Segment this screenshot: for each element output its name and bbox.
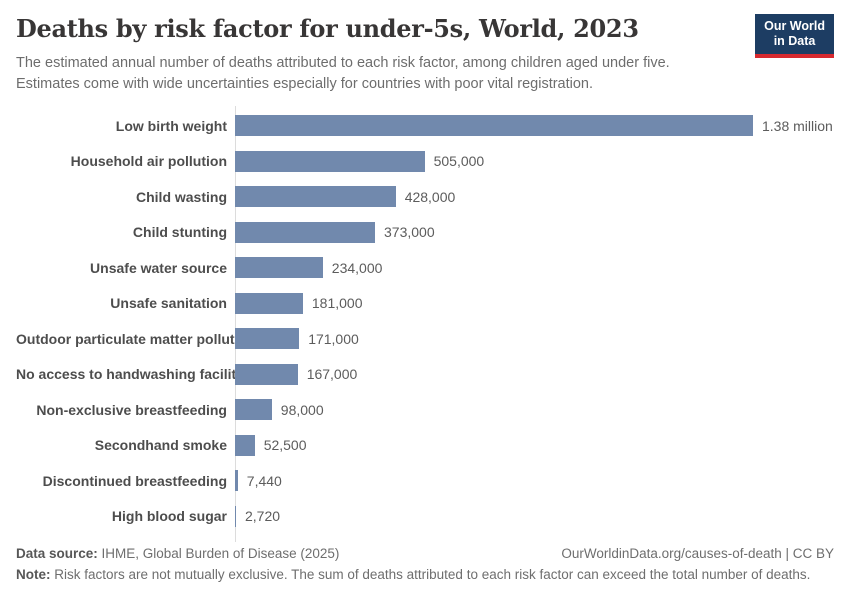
value-label: 52,500 — [263, 437, 307, 454]
footer-source-row: Data source: IHME, Global Burden of Dise… — [16, 543, 834, 565]
value-label: 505,000 — [433, 153, 485, 170]
category-label: High blood sugar — [111, 508, 227, 525]
value-label: 171,000 — [308, 330, 359, 347]
value-label: 7,440 — [246, 472, 282, 489]
bar-track: 505,000 — [235, 150, 834, 172]
category-label: Non-exclusive breastfeeding — [36, 401, 227, 418]
category-label: Household air pollution — [70, 153, 227, 170]
bar-track: 171,000 — [235, 328, 834, 350]
bar[interactable] — [235, 257, 323, 279]
bar[interactable] — [235, 363, 298, 385]
subtitle-line-1: The estimated annual number of deaths at… — [16, 55, 670, 71]
owid-logo-line-1: Our World — [764, 19, 825, 33]
category-label: Secondhand smoke — [94, 437, 227, 454]
bar[interactable] — [235, 399, 272, 421]
category-label: No access to handwashing facility — [16, 366, 244, 383]
chart-row: Discontinued breastfeeding 7,440 — [16, 463, 834, 499]
bar-track: 167,000 — [235, 363, 834, 385]
value-label: 373,000 — [384, 224, 435, 241]
bar-chart: Low birth weight 1.38 million Household … — [16, 106, 834, 543]
owid-logo[interactable]: Our World in Data — [755, 14, 834, 58]
chart-row: No access to handwashing facility 167,00… — [16, 357, 834, 393]
value-label: 98,000 — [280, 401, 324, 418]
category-label: Unsafe sanitation — [110, 295, 227, 312]
value-label: 167,000 — [306, 366, 358, 383]
y-axis-line — [235, 106, 236, 543]
footer-note: Note: Risk factors are not mutually excl… — [16, 564, 834, 586]
category-label: Unsafe water source — [90, 259, 227, 276]
bar[interactable] — [235, 186, 396, 208]
bar[interactable] — [235, 115, 753, 137]
chart-row: Non-exclusive breastfeeding 98,000 — [16, 392, 834, 428]
chart-row: Unsafe sanitation 181,000 — [16, 286, 834, 322]
bar-track: 7,440 — [235, 470, 834, 492]
chart-row: Secondhand smoke 52,500 — [16, 428, 834, 464]
chart-row: Child wasting 428,000 — [16, 179, 834, 215]
chart-row: Household air pollution 505,000 — [16, 144, 834, 180]
note-text: Risk factors are not mutually exclusive.… — [50, 567, 811, 583]
note-label: Note: — [16, 567, 51, 583]
chart-row: High blood sugar 2,720 — [16, 499, 834, 535]
data-source-label: Data source: — [16, 545, 98, 561]
chart-row: Low birth weight 1.38 million — [16, 108, 834, 144]
bar[interactable] — [235, 150, 425, 172]
chart-row: Outdoor particulate matter pollution 171… — [16, 321, 834, 357]
bar[interactable] — [235, 434, 255, 456]
bar-track: 2,720 — [235, 505, 834, 527]
chart-rows: Low birth weight 1.38 million Household … — [16, 108, 834, 534]
header-text: Deaths by risk factor for under-5s, Worl… — [16, 14, 670, 94]
category-label: Outdoor particulate matter pollution — [16, 330, 256, 347]
bar[interactable] — [235, 221, 375, 243]
chart-title: Deaths by risk factor for under-5s, Worl… — [16, 14, 639, 43]
header: Deaths by risk factor for under-5s, Worl… — [16, 14, 834, 94]
category-label: Low birth weight — [115, 117, 227, 134]
data-source: Data source: IHME, Global Burden of Dise… — [16, 543, 339, 565]
value-label: 2,720 — [245, 508, 281, 525]
value-label: 234,000 — [331, 259, 383, 276]
category-label: Child stunting — [132, 224, 227, 241]
category-label: Child wasting — [136, 188, 227, 205]
chart-subtitle: The estimated annual number of deaths at… — [16, 53, 670, 94]
footer: Data source: IHME, Global Burden of Dise… — [16, 543, 834, 586]
bar-track: 1.38 million — [235, 115, 834, 137]
chart-row: Unsafe water source 234,000 — [16, 250, 834, 286]
bar[interactable] — [235, 292, 303, 314]
bar-track: 234,000 — [235, 257, 834, 279]
bar[interactable] — [235, 505, 236, 527]
data-source-text: IHME, Global Burden of Disease (2025) — [97, 545, 340, 561]
value-label: 1.38 million — [762, 117, 833, 134]
owid-cc-link[interactable]: OurWorldinData.org/causes-of-death | CC … — [561, 545, 834, 561]
bar-track: 98,000 — [235, 399, 834, 421]
bar-track: 373,000 — [235, 221, 834, 243]
bar[interactable] — [235, 328, 300, 350]
value-label: 181,000 — [311, 295, 363, 312]
category-label: Discontinued breastfeeding — [42, 472, 227, 489]
bar-track: 428,000 — [235, 186, 834, 208]
owid-logo-line-2: in Data — [773, 34, 816, 49]
subtitle-line-2: Estimates come with wide uncertainties e… — [16, 75, 594, 92]
value-label: 428,000 — [404, 188, 456, 205]
bar-track: 52,500 — [235, 434, 834, 456]
bar[interactable] — [235, 470, 238, 492]
bar-track: 181,000 — [235, 292, 834, 314]
chart-row: Child stunting 373,000 — [16, 215, 834, 251]
